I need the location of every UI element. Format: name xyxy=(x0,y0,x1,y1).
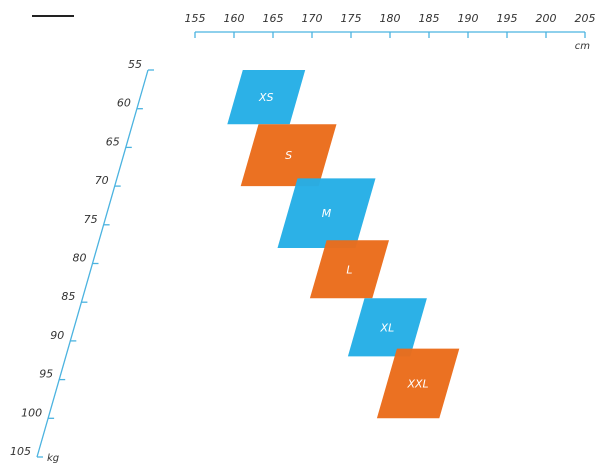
size-shape xyxy=(347,298,427,357)
y-tick-label: 75 xyxy=(84,213,98,226)
size-region-xs: XS xyxy=(227,70,306,125)
size-region-l: L xyxy=(309,240,389,299)
size-label: S xyxy=(285,149,292,162)
y-tick-label: 85 xyxy=(61,290,75,303)
y-axis-unit: kg xyxy=(47,453,59,464)
x-tick-label: 195 xyxy=(497,12,518,25)
x-tick-label: 185 xyxy=(419,12,440,25)
size-region-xl: XL xyxy=(347,298,427,357)
x-tick-label: 205 xyxy=(575,12,596,25)
y-tick-label: 60 xyxy=(117,97,131,110)
size-label: XL xyxy=(380,321,395,334)
size-shape xyxy=(240,124,337,187)
y-tick-label: 70 xyxy=(95,174,109,187)
x-tick-label: 165 xyxy=(263,12,284,25)
size-shape xyxy=(227,70,306,125)
y-tick-label: 65 xyxy=(106,135,120,148)
y-axis: 55 60 65 70 75 80 85 90 95 100 105 xyxy=(10,58,154,458)
y-tick-label: 55 xyxy=(128,58,142,71)
x-tick-label: 200 xyxy=(536,12,557,25)
x-tick-label: 155 xyxy=(185,12,206,25)
size-region-m: M xyxy=(277,178,376,248)
size-label: XXL xyxy=(406,377,428,390)
y-tick-label: 100 xyxy=(21,406,42,419)
size-shape xyxy=(277,178,376,248)
y-tick-label: 90 xyxy=(50,329,64,342)
size-label: L xyxy=(346,263,352,276)
x-tick-label: 190 xyxy=(458,12,479,25)
x-axis: 155 160 165 170 175 180 185 190 195 200 205 xyxy=(185,12,596,38)
y-tick-label: 80 xyxy=(73,252,87,265)
size-regions: XS S M L XL XXL xyxy=(227,70,460,419)
size-shape xyxy=(376,348,460,419)
size-label: XS xyxy=(258,91,274,104)
x-tick-label: 160 xyxy=(224,12,245,25)
x-tick-label: 170 xyxy=(302,12,323,25)
x-tick-label: 175 xyxy=(341,12,362,25)
x-tick-label: 180 xyxy=(380,12,401,25)
size-region-s: S xyxy=(240,124,337,187)
size-shape xyxy=(309,240,389,299)
x-axis-unit: cm xyxy=(575,41,590,52)
size-region-xxl: XXL xyxy=(376,348,460,419)
y-tick-label: 105 xyxy=(10,445,31,458)
y-tick-label: 95 xyxy=(39,368,53,381)
size-label: M xyxy=(322,207,332,220)
